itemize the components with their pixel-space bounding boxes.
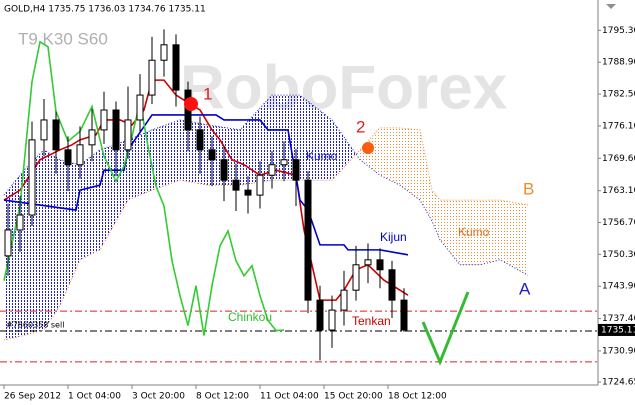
candle-body	[352, 264, 360, 291]
candle-body	[220, 159, 228, 181]
candle-body	[400, 299, 408, 331]
scroll-marker	[606, 4, 616, 9]
cloud-fill	[100, 139, 128, 250]
candle-body	[160, 44, 168, 61]
candle-body	[52, 119, 60, 151]
y-tick-label: 1743.90	[602, 282, 635, 292]
indicator-label: T9 K30 S60	[18, 29, 108, 48]
cloud-fill	[440, 200, 460, 265]
last-price-box	[598, 323, 635, 336]
signal-dot	[362, 142, 374, 154]
candle-body	[112, 109, 120, 151]
x-tick-label: 3 Oct 20:00	[132, 392, 185, 402]
cloud-fill	[356, 149, 360, 160]
cloud-fill	[80, 149, 100, 260]
cloud-fill	[180, 119, 208, 186]
order-label: #7860358 sell	[6, 320, 64, 329]
y-tick-label: 1750.30	[602, 250, 635, 260]
y-tick-label: 1795.30	[602, 26, 635, 36]
candle-body	[292, 159, 300, 181]
forecast-arrow	[421, 291, 470, 366]
cloud-fill	[380, 127, 400, 186]
cloud-fill	[432, 190, 440, 240]
x-tick-label: 8 Oct 12:00	[196, 392, 249, 402]
last-price-label: 1735.11	[601, 325, 635, 335]
candle-body	[172, 44, 180, 91]
cloud-fill	[400, 127, 420, 201]
cloud-fill	[420, 129, 432, 221]
y-tick-label: 1737.40	[602, 314, 635, 324]
candle-body	[64, 149, 72, 166]
cloud-fill	[480, 200, 500, 265]
candle-body	[364, 259, 372, 266]
candle-body	[88, 129, 96, 146]
y-tick-label: 1756.70	[602, 218, 635, 228]
kijun-label: Kijun	[380, 230, 407, 244]
cloud-fill	[332, 119, 357, 181]
candle-body	[328, 309, 336, 331]
candle-body	[148, 59, 156, 96]
x-tick-label: 15 Oct 20:00	[324, 392, 383, 402]
candle-body	[388, 269, 396, 301]
y-tick-label: 1730.90	[602, 346, 635, 356]
cloud-fill	[44, 149, 60, 330]
x-tick-label: 18 Oct 12:00	[388, 392, 447, 402]
y-tick-label: 1776.10	[602, 121, 635, 131]
cloud-fill	[300, 95, 332, 181]
candle-body	[256, 174, 264, 196]
candle-body	[136, 94, 144, 121]
cloud-fill	[500, 200, 528, 276]
signal-dot	[184, 97, 198, 111]
candle-body	[232, 179, 240, 191]
candle-body	[100, 109, 108, 131]
cloud-fill	[460, 200, 480, 265]
cloud-fill	[240, 95, 272, 186]
y-tick-label: 1769.60	[602, 154, 635, 164]
annotations: 1 2 Kumo Kumo Kijun Tenkan Chinkou A B	[184, 84, 534, 366]
tenkan-label: Tenkan	[352, 314, 391, 328]
candle-body	[208, 149, 216, 161]
watermark: RoboForex	[180, 53, 508, 122]
cloud-fill	[152, 119, 180, 191]
senkou-b-label: B	[523, 179, 534, 198]
x-tick-label: 1 Oct 04:00	[68, 392, 121, 402]
axes: 1795.30 1788.90 1782.50 1776.10 1769.60 1763.…	[3, 26, 635, 402]
candle-body	[304, 179, 312, 301]
candle-body	[340, 289, 348, 311]
indicator-line	[3, 114, 409, 256]
y-tick-label: 1724.65	[602, 378, 635, 388]
chinkou-label: Chinkou	[228, 310, 272, 324]
candle-body	[244, 189, 252, 196]
candle-body	[40, 119, 48, 141]
candle-body	[28, 139, 36, 216]
cloud-fill	[60, 159, 80, 306]
candle-body	[124, 119, 132, 151]
x-tick-label: 26 Sep 2012	[4, 392, 61, 402]
cloud-fill	[128, 129, 152, 201]
candle-body	[376, 259, 384, 271]
signal-label: 2	[356, 117, 365, 136]
x-tick-label: 11 Oct 04:00	[260, 392, 319, 402]
candle-body	[280, 159, 288, 166]
kumo-label: Kumo	[306, 149, 338, 163]
signal-label: 1	[203, 84, 212, 103]
y-tick-label: 1763.10	[602, 186, 635, 196]
senkou-a-label: A	[519, 279, 531, 298]
kumo-label: Kumo	[458, 225, 490, 239]
y-tick-label: 1782.50	[602, 90, 635, 100]
candle-body	[16, 214, 24, 231]
y-tick-label: 1788.90	[602, 58, 635, 68]
candle-body	[316, 299, 324, 331]
indicator-line	[3, 40, 285, 336]
candle-body	[196, 129, 204, 151]
chart-title: GOLD,H4 1735.75 1736.03 1734.76 1735.11	[4, 5, 206, 15]
candle-body	[76, 144, 84, 166]
plot: #7860358 sell	[0, 29, 598, 363]
candle-body	[4, 229, 12, 257]
candle-body	[268, 164, 276, 176]
